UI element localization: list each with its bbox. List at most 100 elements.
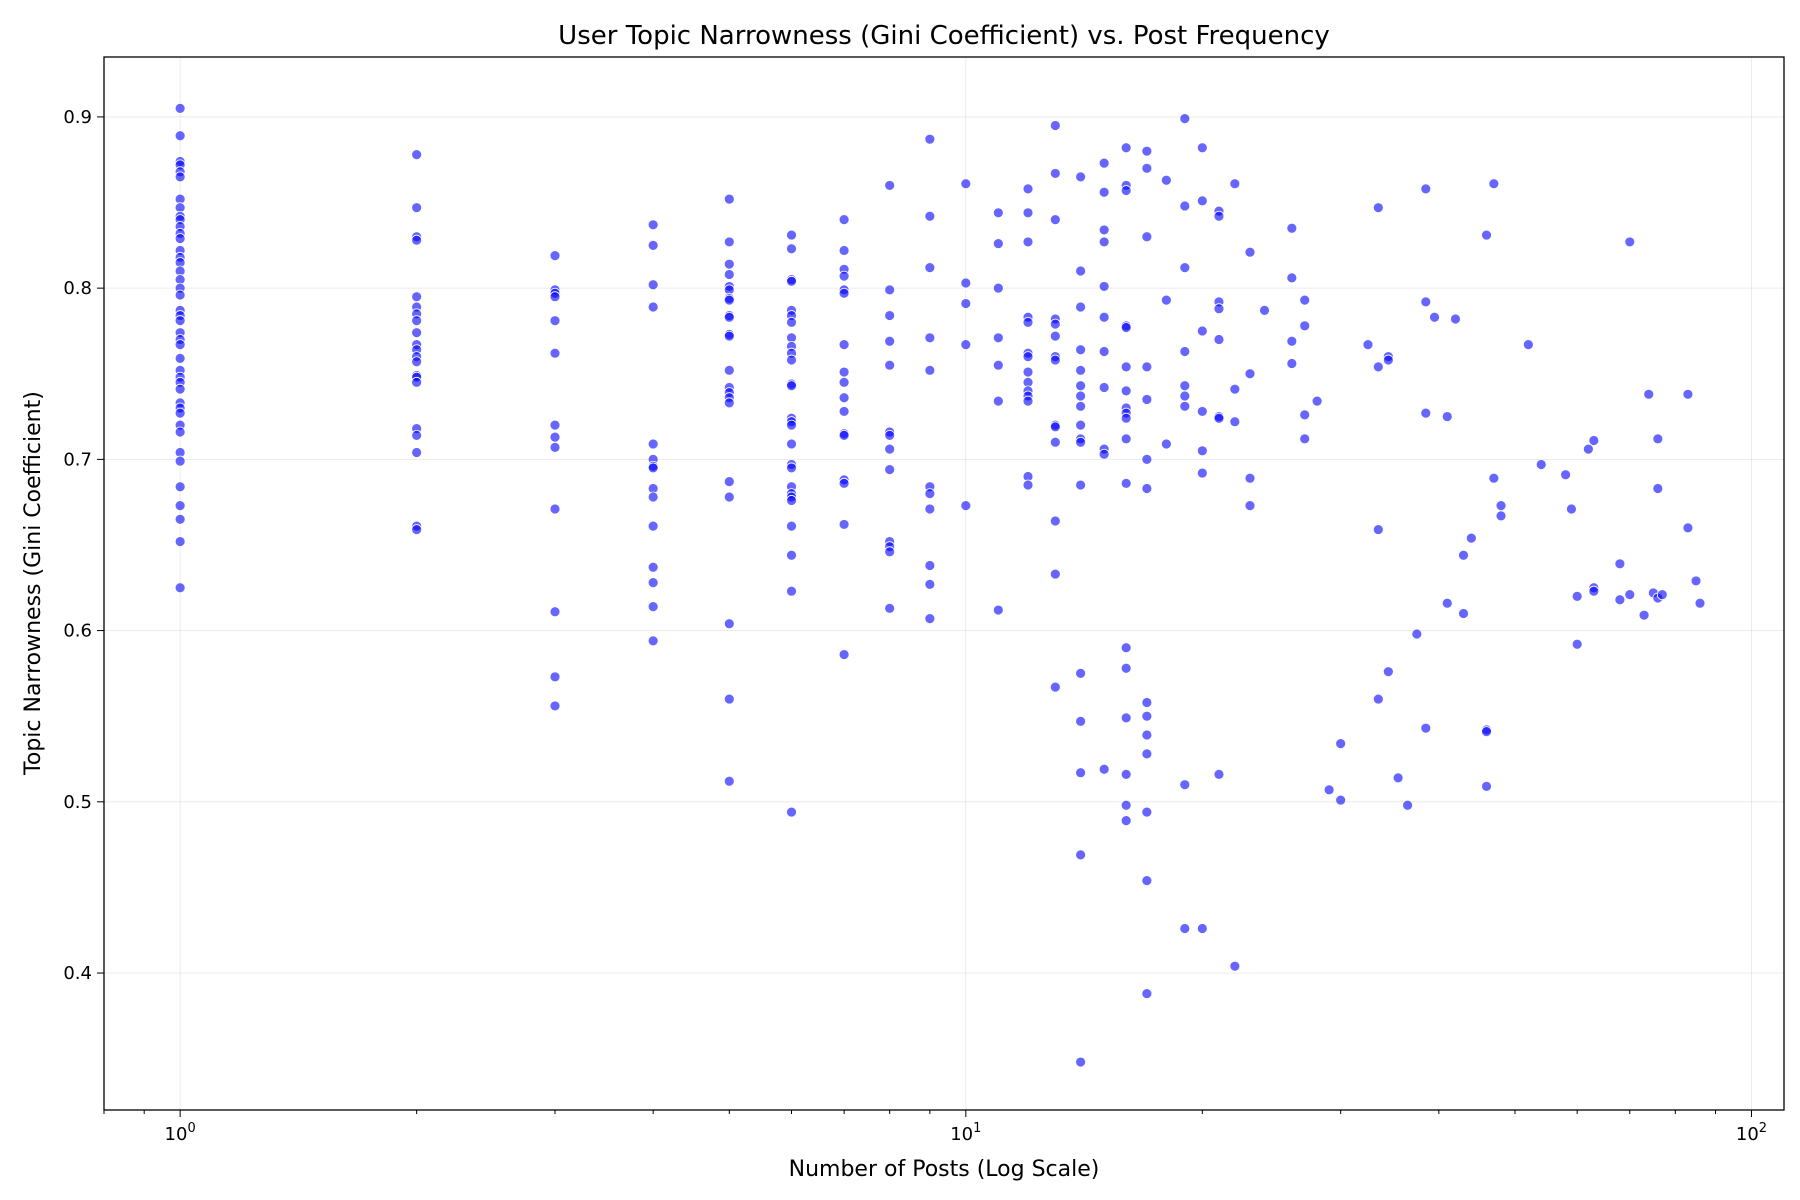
data-point <box>174 481 186 493</box>
data-point <box>1098 236 1110 248</box>
data-point <box>786 549 797 561</box>
data-point <box>838 339 850 351</box>
data-point <box>1420 296 1432 308</box>
data-point <box>992 282 1004 294</box>
data-point <box>1141 483 1153 494</box>
data-point <box>411 376 423 388</box>
data-point <box>1049 214 1061 226</box>
data-point <box>1690 575 1702 587</box>
data-point <box>1179 113 1191 125</box>
data-point <box>1488 472 1500 484</box>
data-point <box>1196 445 1208 457</box>
data-point <box>549 606 561 618</box>
data-point <box>723 269 735 280</box>
plot-area-frame <box>103 56 1785 1111</box>
data-point <box>1075 364 1087 376</box>
data-point <box>1179 346 1191 357</box>
data-point <box>549 441 561 453</box>
data-point <box>647 279 659 291</box>
data-point <box>1652 483 1664 494</box>
data-point <box>1049 168 1061 179</box>
data-point <box>838 214 850 226</box>
data-point <box>924 133 936 145</box>
x-tick-label: 102 <box>1736 1121 1767 1145</box>
data-point <box>838 649 850 660</box>
data-point <box>1141 875 1153 886</box>
data-point <box>723 311 735 323</box>
data-point <box>960 339 972 351</box>
data-point <box>174 130 186 142</box>
data-point <box>411 291 423 303</box>
data-point <box>647 219 659 231</box>
data-point <box>1481 726 1492 738</box>
data-point <box>549 315 561 327</box>
data-point <box>924 210 936 222</box>
data-point <box>723 294 735 306</box>
data-point <box>838 477 850 489</box>
data-point <box>1196 142 1208 154</box>
data-point <box>1141 361 1153 373</box>
data-point <box>1075 715 1087 727</box>
data-point <box>1098 763 1110 775</box>
data-point <box>1141 710 1153 722</box>
data-point <box>1465 532 1477 544</box>
data-point <box>786 229 797 241</box>
data-point <box>1022 236 1034 248</box>
data-point <box>174 233 186 244</box>
data-point <box>411 447 423 458</box>
data-point <box>1075 436 1087 448</box>
data-point <box>1075 301 1087 313</box>
data-point <box>838 392 850 404</box>
data-point <box>1160 438 1172 450</box>
data-point <box>1075 667 1087 679</box>
data-point <box>1022 183 1034 195</box>
data-point <box>1458 608 1469 619</box>
data-point <box>992 604 1004 616</box>
data-point <box>1372 524 1384 535</box>
data-point <box>411 202 423 214</box>
y-tick-label: 0.5 <box>63 792 92 813</box>
data-point <box>1429 311 1440 323</box>
data-point <box>723 364 735 376</box>
data-point <box>723 775 735 787</box>
data-point <box>1560 469 1572 481</box>
data-point <box>924 488 936 500</box>
data-point <box>1495 510 1507 522</box>
data-point <box>960 277 972 289</box>
data-point <box>1075 400 1087 412</box>
data-point <box>1196 406 1208 417</box>
data-point <box>647 561 659 573</box>
data-point <box>1229 960 1241 972</box>
data-point <box>786 438 797 450</box>
data-point <box>174 582 186 594</box>
data-point <box>884 180 896 191</box>
y-tick-label: 0.8 <box>63 278 92 299</box>
data-point <box>1022 207 1034 219</box>
data-point <box>1286 272 1298 284</box>
data-point <box>786 495 797 506</box>
data-point <box>838 366 850 378</box>
data-point <box>174 513 186 525</box>
data-point <box>1682 522 1694 534</box>
data-point <box>1638 609 1650 621</box>
data-point <box>838 376 850 388</box>
data-point <box>1049 681 1061 693</box>
data-points <box>174 102 1706 1068</box>
data-point <box>1441 597 1453 609</box>
data-point <box>838 287 850 299</box>
data-point <box>992 332 1004 344</box>
data-point <box>1141 162 1153 174</box>
data-point <box>723 330 735 342</box>
data-point <box>1335 738 1347 749</box>
data-point <box>549 347 561 359</box>
data-point <box>884 335 896 347</box>
data-point <box>1098 346 1110 357</box>
data-point <box>1244 500 1256 511</box>
data-point <box>1179 400 1191 412</box>
data-point <box>786 806 797 818</box>
data-point <box>411 356 423 368</box>
data-point <box>1160 174 1172 186</box>
data-point <box>786 585 797 597</box>
data-point <box>723 618 735 630</box>
data-point <box>411 315 423 327</box>
